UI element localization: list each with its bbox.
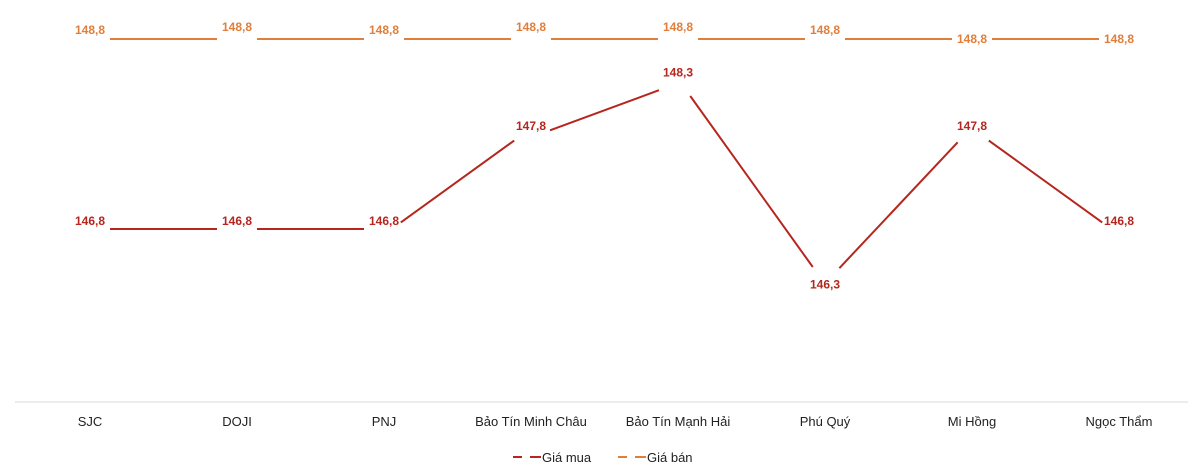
series-segment [400, 139, 515, 224]
data-label: 146,8 [75, 214, 105, 228]
series-segment [988, 139, 1103, 224]
legend-item-gia-mua[interactable]: Giá mua [513, 450, 592, 465]
data-label: 147,8 [516, 119, 546, 133]
data-label: 148,8 [75, 23, 105, 37]
legend-label: Giá bán [647, 450, 693, 465]
data-label: 148,3 [663, 66, 693, 80]
series-segment [838, 141, 959, 269]
series-segment [689, 95, 814, 268]
data-label: 148,8 [957, 32, 987, 46]
data-label: 148,8 [516, 20, 546, 34]
data-label: 146,8 [369, 214, 399, 228]
data-label: 148,8 [663, 20, 693, 34]
data-label: 148,8 [222, 20, 252, 34]
x-axis-category-label: Mi Hồng [948, 414, 996, 429]
data-label: 147,8 [957, 119, 987, 133]
x-axis-category-label: PNJ [372, 414, 397, 429]
legend-label: Giá mua [542, 450, 592, 465]
data-label: 148,8 [810, 23, 840, 37]
x-axis-category-label: DOJI [222, 414, 252, 429]
legend-item-gia-ban[interactable]: Giá bán [618, 450, 693, 465]
data-label: 146,8 [222, 214, 252, 228]
series-gia-ban: 148,8 148,8 148,8 148,8 148,8 148,8 148,8 148,8 [75, 20, 1134, 46]
x-axis-category-label: Phú Quý [800, 414, 851, 429]
data-label: 148,8 [1104, 32, 1134, 46]
series-gia-mua: 146,8 146,8 146,8 147,8 148,3 146,3 147,8 146,8 [75, 66, 1134, 292]
x-axis-category-label: SJC [78, 414, 103, 429]
series-segment [549, 89, 660, 132]
x-axis-category-label: Bảo Tín Mạnh Hải [626, 414, 731, 429]
series-layer: 146,8 146,8 146,8147,8148,3146,3147,8146,8… [75, 20, 1134, 292]
data-label: 148,8 [369, 23, 399, 37]
x-axis-categories: SJC DOJI PNJ Bảo Tín Minh Châu Bảo Tín Mạnh … [78, 414, 1153, 429]
data-label: 146,8 [1104, 214, 1134, 228]
x-axis-category-label: Bảo Tín Minh Châu [475, 414, 587, 429]
x-axis-category-label: Ngọc Thẩm [1086, 414, 1153, 429]
legend: Giá mua Giá bán [513, 450, 693, 465]
data-label: 146,3 [810, 278, 840, 292]
